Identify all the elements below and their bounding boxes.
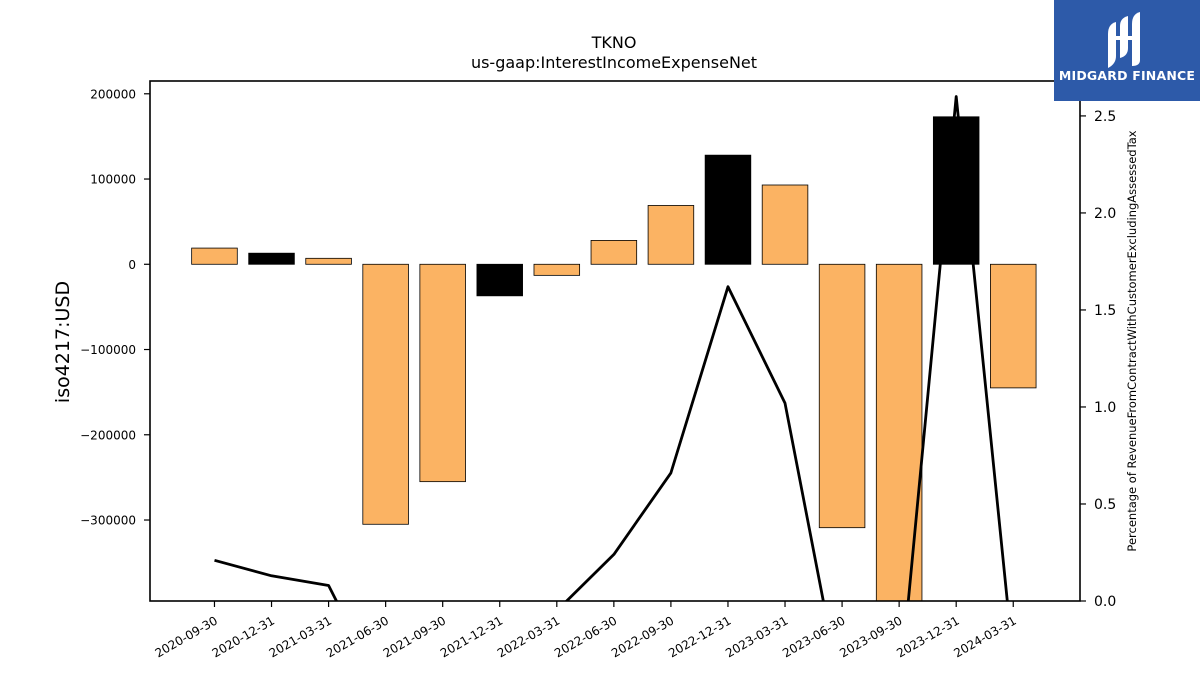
y-tick-label: −200000 <box>80 428 136 442</box>
y2-tick-label: 2.0 <box>1094 206 1116 222</box>
y2-tick-label: 0.0 <box>1094 594 1116 610</box>
y2-tick-label: 1.0 <box>1094 400 1116 416</box>
x-tick-label: 2022-12-31 <box>666 613 733 660</box>
x-tick-label: 2020-12-31 <box>210 613 277 660</box>
logo-text: MIDGARD FINANCE <box>1058 68 1196 83</box>
x-tick-label: 2023-12-31 <box>894 613 961 660</box>
x-tick-label: 2023-06-30 <box>780 613 847 660</box>
x-tick-label: 2021-03-31 <box>267 613 334 660</box>
x-tick-label: 2021-09-30 <box>381 613 448 660</box>
bar-2020-09-30 <box>191 247 238 265</box>
y2-tick-label: 0.5 <box>1094 497 1116 513</box>
y2-axis-label: Percentage of RevenueFromContractWithCus… <box>1125 130 1139 551</box>
bar-2022-03-31 <box>533 263 581 276</box>
x-tick-label: 2022-03-31 <box>495 613 562 660</box>
line-series <box>214 95 1009 601</box>
y-tick-label: −300000 <box>80 514 136 528</box>
y2-tick-label: 2.5 <box>1094 109 1116 125</box>
x-tick-label: 2022-06-30 <box>552 613 619 660</box>
bar-2023-06-30 <box>818 263 866 529</box>
x-tick-label: 2021-12-31 <box>438 613 505 660</box>
bar-2021-12-31 <box>476 263 523 297</box>
y-tick-label: 0 <box>128 258 136 272</box>
plot-frame <box>149 80 1081 602</box>
bar-2023-03-31 <box>761 184 809 265</box>
x-tick-label: 2024-03-31 <box>951 613 1018 660</box>
x-tick-label: 2023-09-30 <box>837 613 904 660</box>
bar-2022-06-30 <box>590 240 638 265</box>
brand-logo: MIDGARD FINANCE <box>1054 0 1200 101</box>
bar-2024-03-31 <box>990 263 1037 389</box>
bar-2023-09-30 <box>875 263 923 601</box>
x-tick-label: 2021-06-30 <box>324 613 391 660</box>
y2-tick-label: 1.5 <box>1094 303 1116 319</box>
y-axis-label: iso4217:USD <box>52 281 74 403</box>
y-tick-label: 100000 <box>90 173 136 187</box>
bar-2022-12-31 <box>704 154 752 265</box>
y-tick-label: −100000 <box>80 343 136 357</box>
bar-2021-06-30 <box>362 263 409 525</box>
bar-2021-03-31 <box>305 257 352 265</box>
bar-2021-09-30 <box>419 263 466 483</box>
bar-2020-12-31 <box>248 252 295 265</box>
x-tick-label: 2022-09-30 <box>609 613 676 660</box>
x-tick-label: 2020-09-30 <box>153 613 220 660</box>
x-tick-label: 2023-03-31 <box>723 613 790 660</box>
midgard-logo-icon <box>1108 12 1140 68</box>
chart-title: TKNO <box>591 33 637 52</box>
bar-2022-09-30 <box>647 205 695 265</box>
y-tick-label: 200000 <box>90 87 136 101</box>
chart-subtitle: us-gaap:InterestIncomeExpenseNet <box>471 53 757 72</box>
